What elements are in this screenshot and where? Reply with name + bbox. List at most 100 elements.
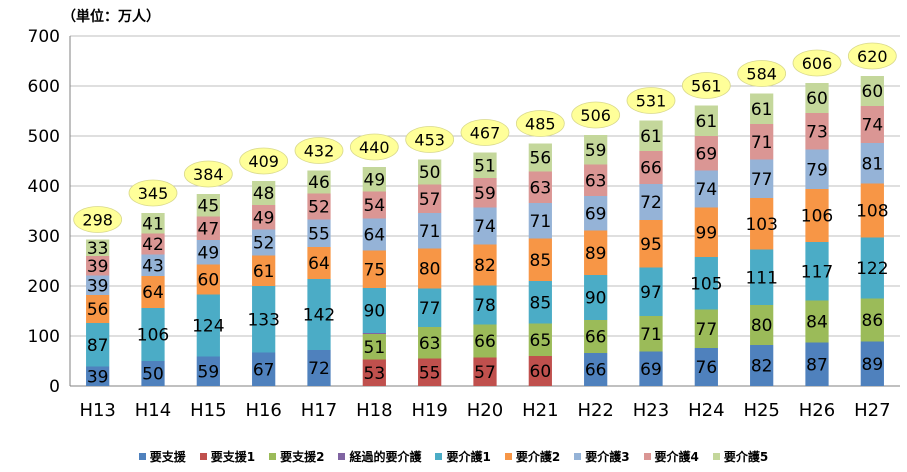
data-label: 87 <box>806 355 828 375</box>
data-label: 49 <box>253 208 275 228</box>
data-label: 59 <box>198 362 220 382</box>
total-label: 531 <box>636 92 667 111</box>
data-label: 51 <box>364 338 386 358</box>
bar-segment <box>418 213 442 249</box>
bar-segment <box>473 244 497 286</box>
data-label: 64 <box>142 283 164 303</box>
total-bubble <box>128 179 178 207</box>
data-label: 142 <box>303 306 335 326</box>
bar-segment <box>141 233 165 255</box>
data-label: 49 <box>198 243 220 263</box>
bar-segment <box>141 361 165 386</box>
data-label: 47 <box>198 219 220 239</box>
data-label: 85 <box>530 293 552 313</box>
bar-segment <box>860 298 884 342</box>
bar-segment <box>750 124 774 160</box>
data-label: 133 <box>247 310 279 330</box>
bar-segment <box>639 316 663 352</box>
y-tick-label: 300 <box>28 227 60 247</box>
total-bubble <box>626 87 676 114</box>
bar-segment <box>528 356 552 386</box>
y-tick-label: 100 <box>28 327 60 347</box>
legend-swatch <box>574 453 582 460</box>
data-label: 106 <box>137 326 169 346</box>
data-label: 80 <box>751 316 773 336</box>
total-label: 584 <box>746 65 777 84</box>
data-label: 57 <box>419 190 441 210</box>
data-label: 72 <box>308 359 330 379</box>
bar-segment <box>584 230 608 275</box>
legend-label: 要支援2 <box>280 450 325 464</box>
total-bubble <box>515 110 565 137</box>
data-label: 33 <box>87 239 109 259</box>
y-tick-label: 0 <box>49 377 60 397</box>
legend-item: 要介護3 <box>574 448 630 465</box>
bar-segment <box>860 76 884 106</box>
bar-segment <box>418 288 442 327</box>
data-label: 66 <box>585 328 607 348</box>
total-bubble <box>571 101 621 129</box>
bar-segment <box>584 196 608 231</box>
data-label: 66 <box>585 361 607 381</box>
data-label: 95 <box>640 235 662 255</box>
total-label: 409 <box>248 152 279 171</box>
data-label: 78 <box>474 296 496 316</box>
total-label: 384 <box>193 165 224 184</box>
legend-label: 要介護1 <box>446 450 491 464</box>
legend-item: 要介護4 <box>643 448 699 465</box>
data-label: 72 <box>640 193 662 213</box>
data-label: 60 <box>198 271 220 291</box>
data-label: 60 <box>530 362 552 382</box>
total-label: 440 <box>359 138 390 157</box>
total-label: 620 <box>857 47 888 66</box>
bar-segment <box>86 275 110 295</box>
data-label: 60 <box>806 89 828 109</box>
data-label: 86 <box>862 311 884 331</box>
bar-segment <box>473 285 497 325</box>
data-label: 73 <box>806 122 828 142</box>
data-label: 75 <box>364 260 386 280</box>
x-tick-label: H25 <box>743 400 779 421</box>
bar-segment <box>86 295 110 323</box>
bar-segment <box>750 93 774 124</box>
data-label: 66 <box>474 332 496 352</box>
data-label: 50 <box>142 365 164 385</box>
data-label: 69 <box>640 360 662 380</box>
total-bubble <box>183 160 233 188</box>
data-label: 89 <box>585 244 607 264</box>
x-tick-label: H24 <box>688 400 724 421</box>
x-tick-label: H19 <box>411 400 447 421</box>
total-label: 453 <box>414 131 445 150</box>
bar-segment <box>473 152 497 178</box>
x-tick-label: H27 <box>854 400 890 421</box>
data-label: 63 <box>530 178 552 198</box>
bar-segment <box>86 366 110 386</box>
x-tick-label: H21 <box>522 400 558 421</box>
bar-segment <box>639 120 663 151</box>
total-bubble <box>847 42 897 70</box>
total-label: 506 <box>580 106 611 125</box>
bar-segment <box>750 305 774 345</box>
data-label: 117 <box>801 262 833 282</box>
data-label: 46 <box>308 173 330 193</box>
legend-label: 経過的要介護 <box>349 450 422 464</box>
bar-segment <box>362 333 386 334</box>
bar-segment <box>805 189 829 242</box>
bar-segment <box>694 105 718 136</box>
data-label: 59 <box>585 141 607 161</box>
bar-segment <box>252 205 276 230</box>
bar-segment <box>362 250 386 288</box>
x-tick-label: H22 <box>577 400 613 421</box>
x-tick-label: H17 <box>301 400 337 421</box>
y-tick-label: 700 <box>28 27 60 47</box>
data-label: 87 <box>87 336 109 356</box>
data-label: 97 <box>640 283 662 303</box>
bar-segment <box>307 350 331 386</box>
total-bubble <box>460 119 510 146</box>
total-label: 606 <box>802 54 833 73</box>
data-label: 57 <box>474 363 496 383</box>
chart-legend: 要支援 要支援1 要支援2 経過的要介護 要介護1 要介護2 要介護3 要介護4 要介護5 <box>0 448 907 465</box>
bar-segment <box>805 242 829 301</box>
data-label: 85 <box>530 251 552 271</box>
bar-segment <box>694 170 718 208</box>
